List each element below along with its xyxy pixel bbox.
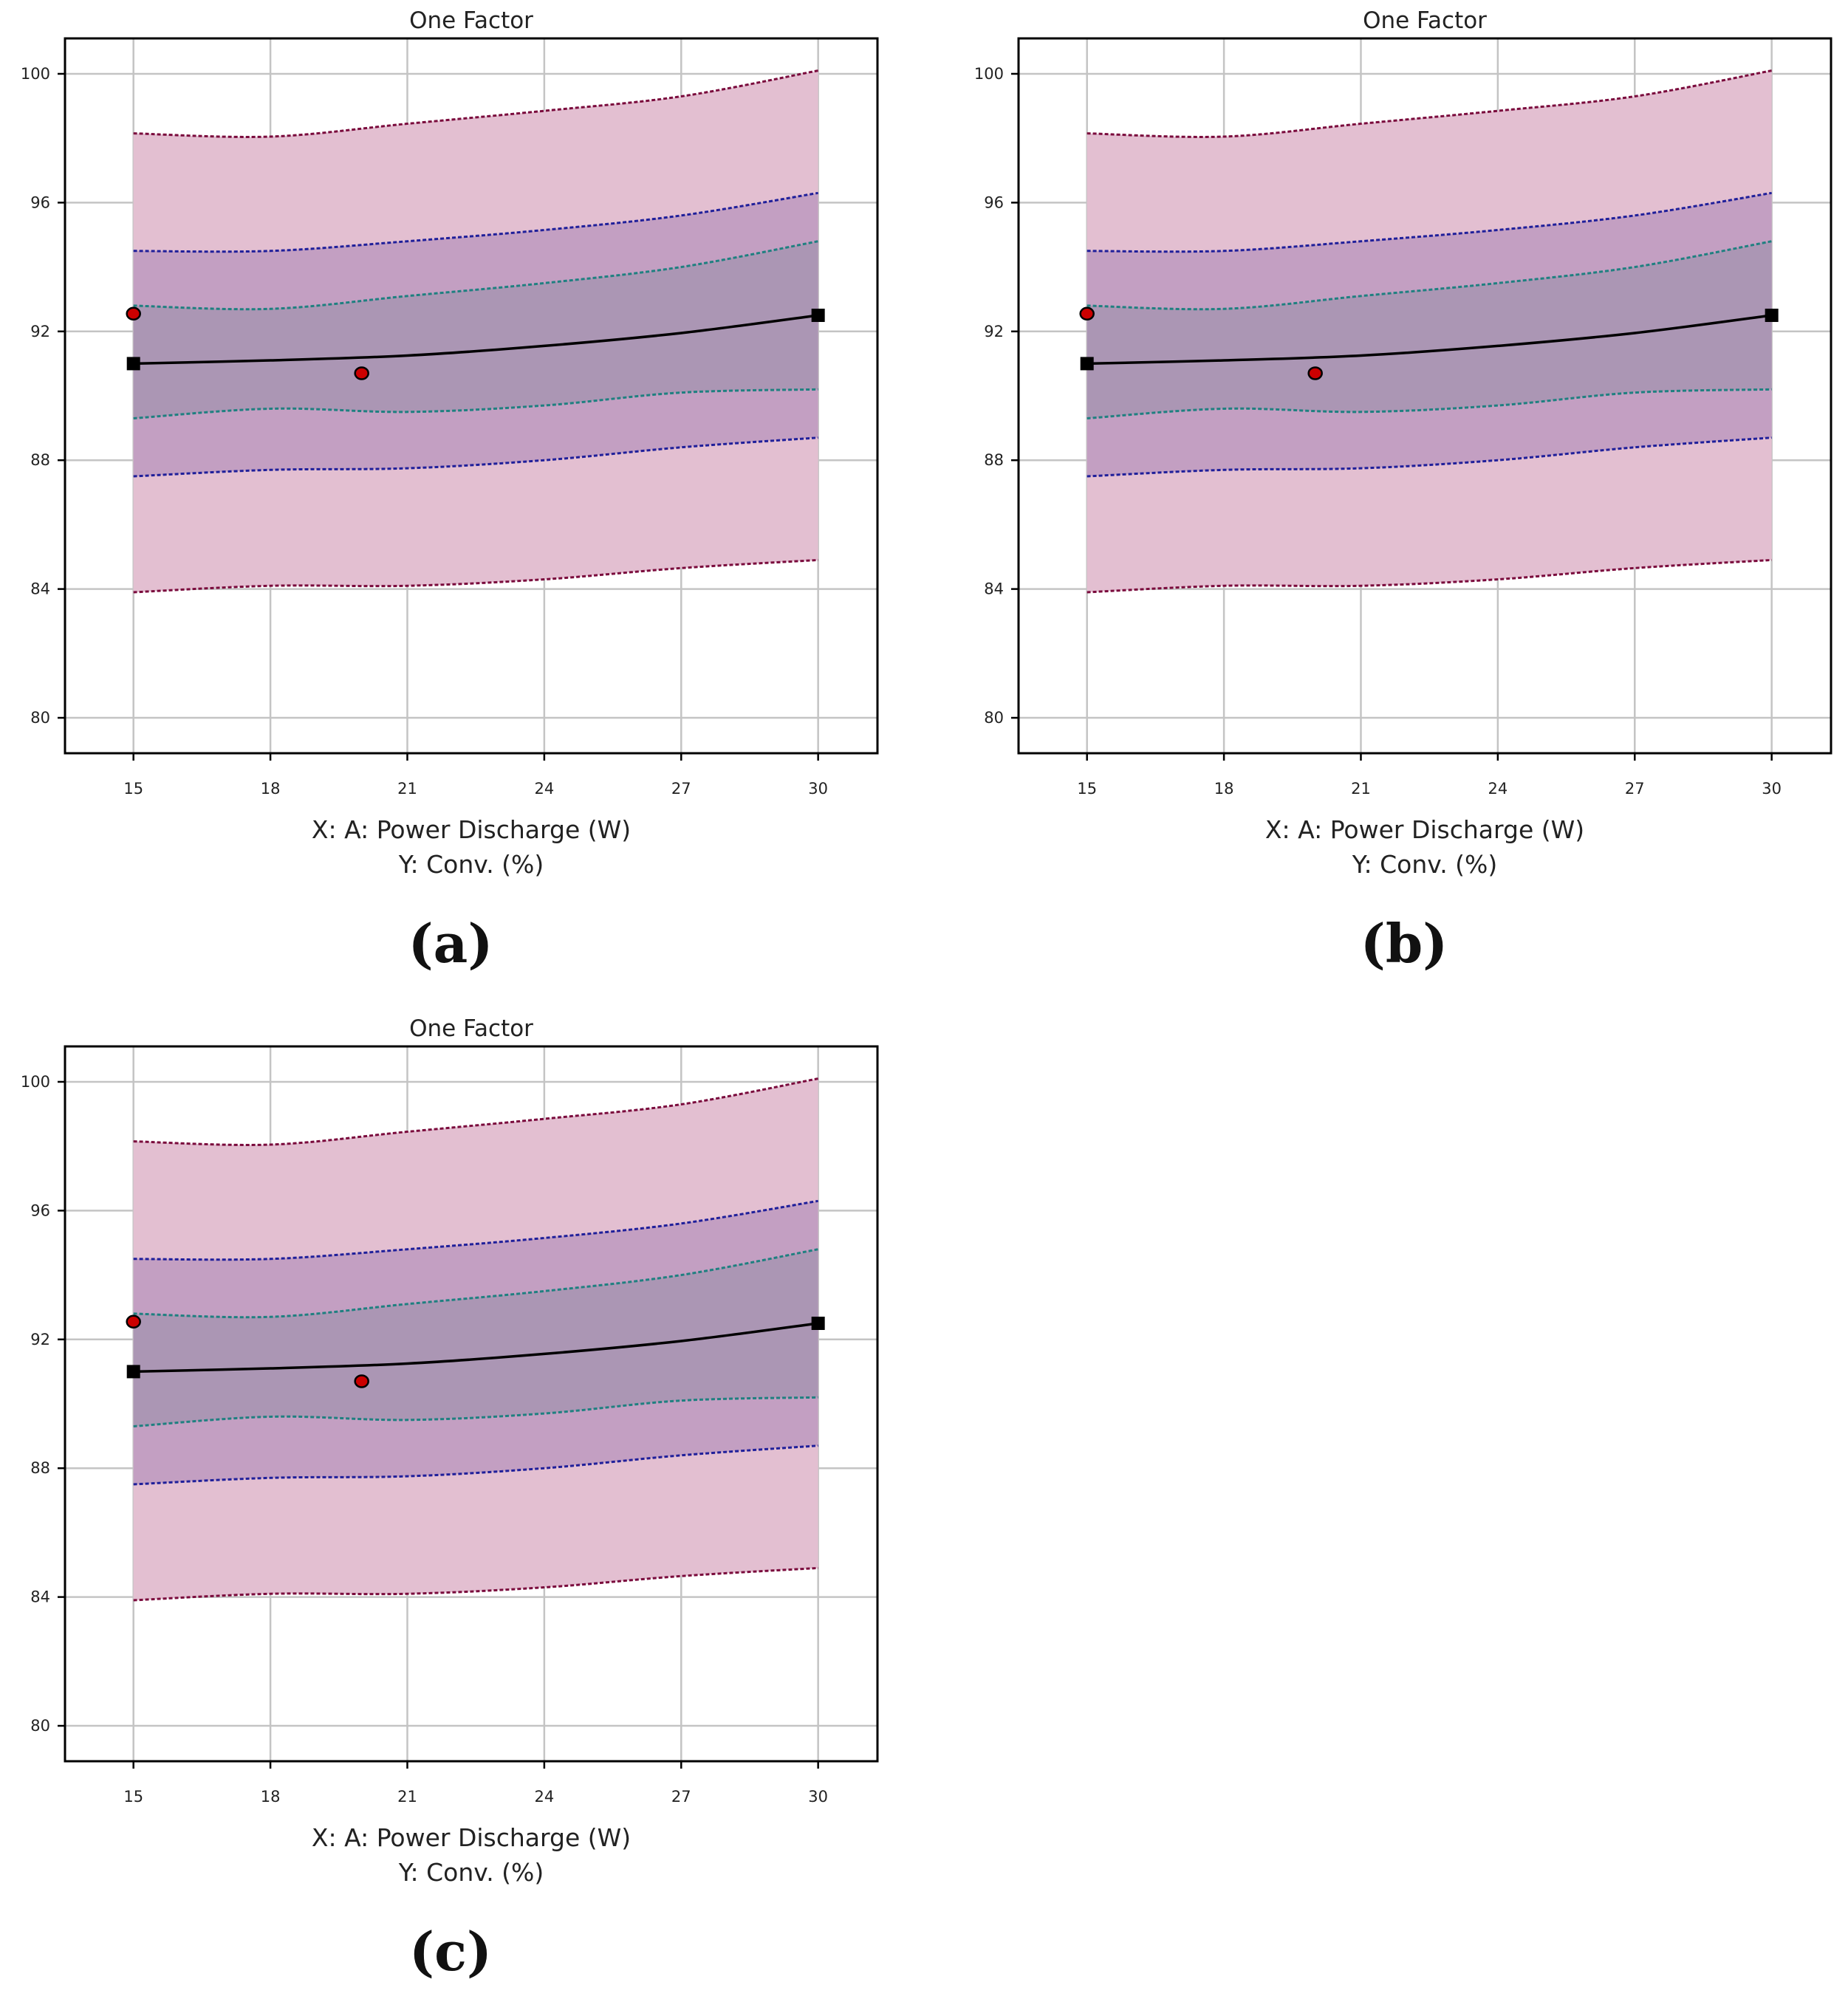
y-tick-label: 88 bbox=[30, 1459, 50, 1477]
y-tick-label: 92 bbox=[30, 323, 50, 340]
y-tick-label: 84 bbox=[30, 580, 50, 598]
plot-frame bbox=[1017, 37, 1832, 755]
y-tick-label: 100 bbox=[21, 65, 50, 83]
x-tick-label: 18 bbox=[261, 1788, 281, 1806]
x-tick-label: 15 bbox=[123, 780, 143, 798]
design-point bbox=[1307, 366, 1323, 380]
x-tick-label: 30 bbox=[1762, 780, 1782, 798]
x-axis-label: X: A: Power Discharge (W) bbox=[1265, 815, 1584, 844]
factor-range-marker bbox=[126, 357, 140, 371]
y-tick-label: 84 bbox=[984, 580, 1004, 598]
ci-upper-line bbox=[133, 1199, 818, 1261]
x-tick-label: 15 bbox=[1077, 780, 1097, 798]
y-axis-label: Y: Conv. (%) bbox=[1352, 850, 1498, 879]
panel-label-c: (c) bbox=[409, 1920, 492, 1983]
fit-line bbox=[133, 1322, 818, 1374]
fit-line bbox=[1086, 314, 1772, 366]
y-tick-label: 96 bbox=[30, 193, 50, 211]
factor-range-marker bbox=[811, 308, 825, 322]
ci-lower-line bbox=[133, 436, 818, 478]
x-tick-label: 24 bbox=[535, 1788, 555, 1806]
x-tick-label: 30 bbox=[808, 1788, 828, 1806]
pi-lower-line bbox=[133, 1566, 818, 1602]
pi-upper-line bbox=[1086, 69, 1772, 138]
lsd-interval-band bbox=[133, 1249, 818, 1427]
design-point bbox=[354, 1374, 369, 1388]
lsd-lower-line bbox=[133, 1396, 818, 1428]
y-tick-label: 80 bbox=[30, 1717, 50, 1735]
x-tick-label: 27 bbox=[671, 780, 691, 798]
y-tick-label: 88 bbox=[30, 451, 50, 469]
lsd-upper-line bbox=[1086, 240, 1772, 311]
panel-a: 15 18 21 24 27 30 80 84 88 92 96 100 One Factor X: A:… bbox=[0, 0, 908, 975]
y-axis-label: Y: Conv. (%) bbox=[398, 850, 544, 879]
panel-b: 15 18 21 24 27 30 80 84 88 92 96 100 One Factor X: A:… bbox=[954, 0, 1848, 975]
lsd-upper-line bbox=[133, 1248, 818, 1319]
pi-upper-line bbox=[133, 69, 818, 138]
y-tick-label: 100 bbox=[21, 1073, 50, 1091]
lsd-interval-band bbox=[133, 241, 818, 419]
pi-lower-line bbox=[133, 558, 818, 594]
plot-frame bbox=[64, 1045, 879, 1763]
x-tick-label: 21 bbox=[1351, 780, 1371, 798]
chart-c: 15 18 21 24 27 30 80 84 88 92 96 100 One Factor X: A:… bbox=[21, 1015, 879, 1887]
ci-upper-line bbox=[1086, 191, 1772, 253]
x-axis-label: X: A: Power Discharge (W) bbox=[312, 815, 631, 844]
design-point bbox=[354, 366, 369, 380]
factor-range-marker bbox=[1080, 357, 1094, 371]
y-tick-label: 80 bbox=[984, 709, 1004, 727]
design-point bbox=[1079, 306, 1095, 321]
y-tick-label: 80 bbox=[30, 709, 50, 727]
panel-label-b: (b) bbox=[1360, 912, 1448, 975]
fit-line bbox=[133, 314, 818, 366]
chart-title: One Factor bbox=[409, 7, 533, 34]
y-tick-label: 84 bbox=[30, 1588, 50, 1606]
panel-label-a: (a) bbox=[408, 912, 493, 975]
x-tick-label: 15 bbox=[123, 1788, 143, 1806]
x-tick-label: 27 bbox=[671, 1788, 691, 1806]
panel-c: 15 18 21 24 27 30 80 84 88 92 96 100 One Factor X: A:… bbox=[0, 1008, 908, 1983]
ci-lower-line bbox=[1086, 436, 1772, 478]
y-tick-label: 92 bbox=[30, 1331, 50, 1348]
chart-b: 15 18 21 24 27 30 80 84 88 92 96 100 One Factor X: A:… bbox=[974, 7, 1832, 879]
x-tick-label: 24 bbox=[535, 780, 555, 798]
lsd-lower-line bbox=[133, 388, 818, 420]
design-point bbox=[126, 306, 141, 321]
pi-upper-line bbox=[133, 1077, 818, 1146]
factor-range-marker bbox=[126, 1365, 140, 1379]
plot-frame bbox=[64, 37, 879, 755]
y-axis-label: Y: Conv. (%) bbox=[398, 1858, 544, 1887]
chart-title: One Factor bbox=[409, 1015, 533, 1042]
lsd-upper-line bbox=[133, 240, 818, 311]
factor-range-marker bbox=[811, 1316, 825, 1330]
chart-a: 15 18 21 24 27 30 80 84 88 92 96 100 One Factor X: A:… bbox=[21, 7, 879, 879]
y-tick-label: 88 bbox=[984, 451, 1004, 469]
ci-lower-line bbox=[133, 1444, 818, 1486]
x-axis-label: X: A: Power Discharge (W) bbox=[312, 1823, 631, 1852]
lsd-lower-line bbox=[1086, 388, 1772, 420]
pi-lower-line bbox=[1086, 558, 1772, 594]
ci-upper-line bbox=[133, 191, 818, 253]
x-tick-label: 18 bbox=[1214, 780, 1234, 798]
y-tick-label: 100 bbox=[974, 65, 1004, 83]
y-tick-label: 96 bbox=[30, 1201, 50, 1219]
design-point bbox=[126, 1314, 141, 1329]
factor-range-marker bbox=[1765, 308, 1779, 322]
x-tick-label: 30 bbox=[808, 780, 828, 798]
x-tick-label: 27 bbox=[1625, 780, 1645, 798]
y-tick-label: 92 bbox=[984, 323, 1004, 340]
lsd-interval-band bbox=[1086, 241, 1772, 419]
x-tick-label: 21 bbox=[397, 780, 417, 798]
y-tick-label: 96 bbox=[984, 193, 1004, 211]
x-tick-label: 21 bbox=[397, 1788, 417, 1806]
x-tick-label: 18 bbox=[261, 780, 281, 798]
x-tick-label: 24 bbox=[1488, 780, 1508, 798]
chart-title: One Factor bbox=[1363, 7, 1487, 34]
